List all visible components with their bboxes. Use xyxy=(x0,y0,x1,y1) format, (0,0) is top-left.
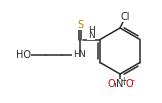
Text: S: S xyxy=(77,19,83,29)
Text: N: N xyxy=(78,50,84,59)
Text: N: N xyxy=(88,31,94,40)
Text: N: N xyxy=(116,79,124,89)
Text: H: H xyxy=(88,26,94,35)
Text: -: - xyxy=(132,76,134,85)
Text: O: O xyxy=(107,79,115,89)
Text: Cl: Cl xyxy=(120,12,130,22)
Text: H: H xyxy=(73,50,79,59)
Text: HO: HO xyxy=(16,50,31,60)
Text: +: + xyxy=(120,76,127,85)
Text: O: O xyxy=(125,79,133,89)
